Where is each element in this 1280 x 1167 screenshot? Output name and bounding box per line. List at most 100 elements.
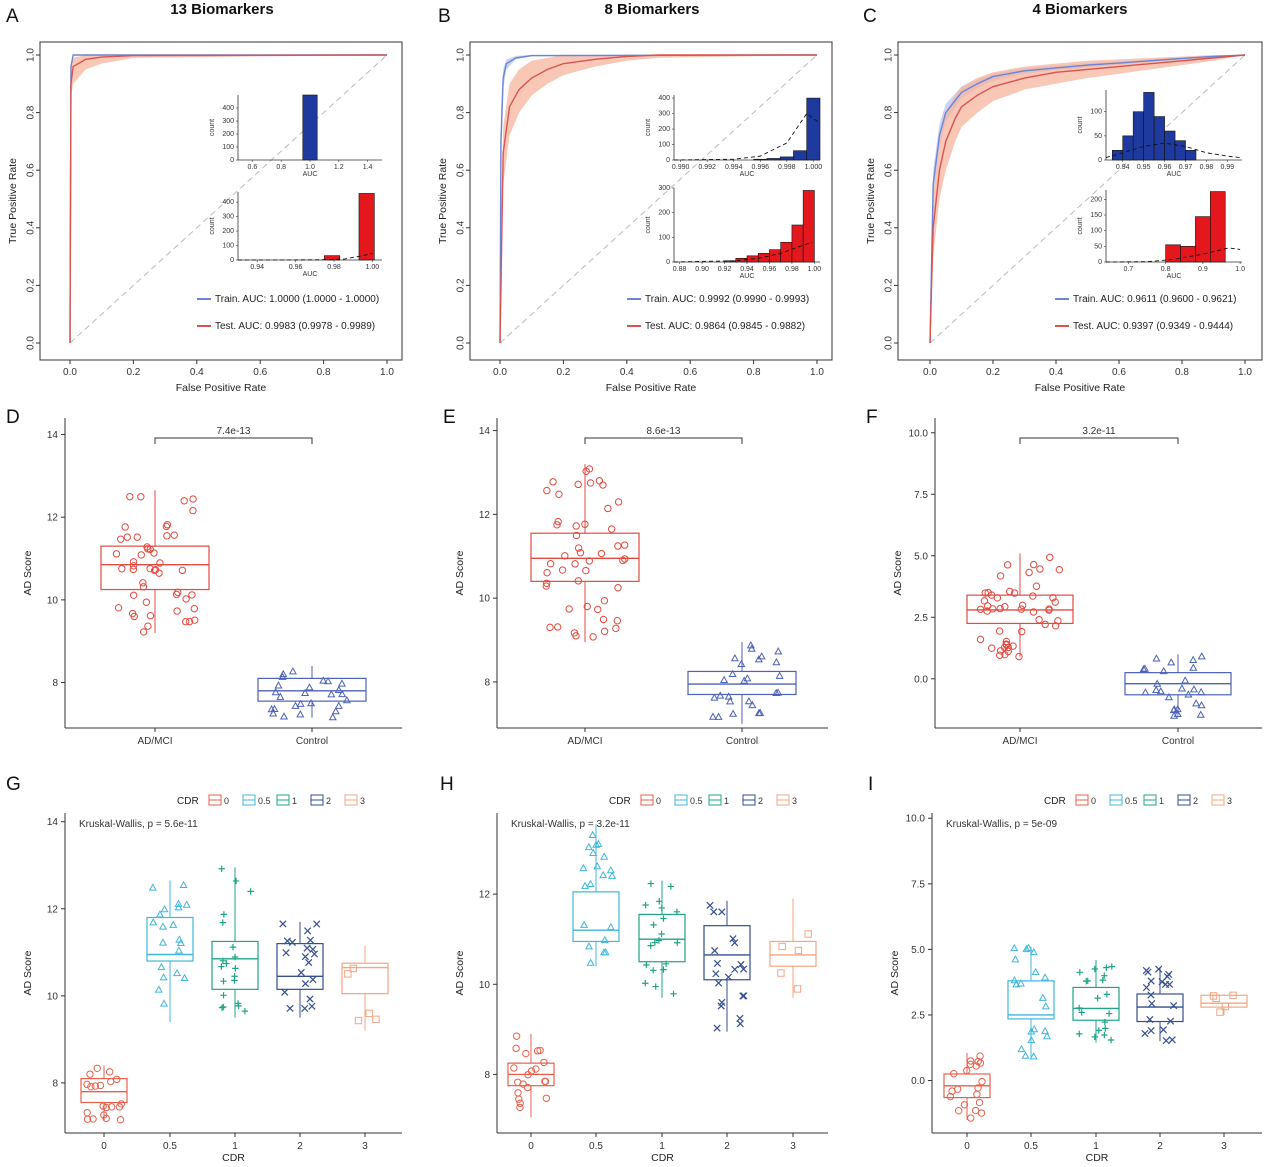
data-point — [1101, 972, 1108, 979]
panel-letter-a: A — [6, 6, 19, 27]
data-point — [993, 594, 1002, 602]
box-iqr — [1072, 986, 1120, 1021]
panel-letter-g: G — [6, 774, 21, 795]
hist-bar — [1153, 116, 1165, 161]
data-point — [714, 712, 723, 720]
data-point — [772, 657, 781, 666]
y-tick-label: 8 — [52, 678, 58, 689]
data-point — [247, 888, 254, 895]
y-tick-label: 0.4 — [26, 220, 37, 234]
data-point — [1017, 605, 1026, 613]
data-point — [99, 1102, 107, 1110]
data-point — [579, 863, 588, 872]
data-point — [1148, 999, 1156, 1008]
roc-panel-b: 8 Biomarkers 0.0 0.2 0.4 0.6 0.8 1.0 0.0 0.2 0.4 0… — [437, 1, 833, 394]
data-point — [1038, 993, 1047, 1001]
data-point — [154, 985, 163, 993]
data-point — [737, 960, 745, 969]
y-axis-label: True Positive Rate — [437, 158, 449, 244]
inset-y-tick-label: 200 — [1090, 196, 1102, 203]
data-point — [600, 627, 609, 636]
data-point — [338, 689, 347, 698]
x-axis-label: False Positive Rate — [1035, 382, 1126, 394]
y-tick-label: 1.0 — [456, 48, 467, 62]
y-tick-label: 8 — [52, 1078, 58, 1089]
data-point — [182, 595, 190, 603]
data-point — [117, 535, 125, 543]
data-point — [176, 938, 185, 946]
x-tick-label: 0 — [101, 1141, 107, 1152]
data-point — [189, 495, 197, 503]
x-tick-label: AD/MCI — [568, 736, 603, 747]
data-point — [667, 883, 675, 890]
data-point — [1152, 654, 1161, 662]
y-tick-label: 0.2 — [884, 278, 895, 292]
hist-bar — [358, 193, 375, 261]
inset-x-tick-label: 0.994 — [725, 164, 743, 171]
inset-x-tick-label: 1.00 — [366, 264, 380, 271]
data-point — [1153, 679, 1162, 687]
data-point — [972, 1062, 980, 1070]
data-point — [107, 1103, 116, 1111]
data-point — [673, 908, 681, 916]
data-point — [512, 1044, 520, 1053]
data-point — [267, 704, 276, 713]
y-tick-label: 0.8 — [26, 105, 37, 119]
legend-label: Train. AUC: 0.9992 (0.9990 - 0.9993) — [645, 294, 809, 305]
data-point — [581, 881, 590, 889]
data-point — [146, 612, 155, 620]
data-point — [146, 564, 154, 573]
data-point — [1221, 1002, 1230, 1011]
significance-bracket — [584, 437, 743, 444]
chance-diagonal — [499, 54, 818, 344]
data-point — [241, 1007, 249, 1015]
inset-x-label: AUC — [303, 171, 318, 178]
legend-label: 0 — [1091, 796, 1096, 806]
data-point — [96, 1081, 105, 1090]
data-point — [1139, 664, 1148, 673]
x-tick-label: 3 — [790, 1141, 796, 1152]
data-point — [736, 1014, 744, 1022]
data-point — [174, 899, 183, 907]
data-point — [650, 967, 657, 974]
y-tick-label: 5.0 — [914, 551, 928, 562]
data-point — [1095, 1027, 1102, 1034]
data-point — [778, 942, 786, 951]
legend-label: Train. AUC: 0.9611 (0.9600 - 0.9621) — [1073, 294, 1236, 305]
y-tick-label: 0.0 — [911, 1076, 925, 1087]
data-point — [1147, 1027, 1155, 1035]
data-point — [334, 685, 343, 693]
data-point — [963, 1066, 971, 1075]
legend-label: Train. AUC: 1.0000 (1.0000 - 1.0000) — [215, 294, 379, 305]
data-point — [1055, 565, 1064, 574]
data-point — [114, 604, 123, 612]
y-tick-label: 10 — [47, 595, 59, 606]
data-point — [553, 521, 561, 529]
data-point — [572, 531, 581, 540]
y-tick-label: 0.0 — [456, 336, 467, 350]
data-point — [283, 937, 292, 945]
data-point — [1025, 568, 1033, 577]
data-point — [1142, 983, 1151, 992]
data-point — [170, 531, 178, 539]
box-panel-e: 8 10 12 14 AD/MCI Control AD Score 8.6e-13 — [454, 418, 828, 747]
data-point — [219, 919, 227, 926]
inset-x-tick-label: 0.96 — [763, 266, 777, 273]
y-tick-label: 14 — [47, 817, 59, 828]
hist-bar — [766, 158, 781, 161]
inset-y-tick-label: 200 — [222, 131, 234, 138]
data-point — [291, 701, 300, 709]
inset-y-label: count — [1077, 217, 1084, 234]
data-point — [674, 939, 681, 946]
data-point — [731, 965, 739, 974]
data-point — [1103, 991, 1111, 998]
data-point — [1022, 944, 1031, 953]
significance-bracket — [1019, 437, 1179, 444]
legend-label: 2 — [326, 796, 331, 806]
data-point — [129, 591, 138, 599]
data-point — [83, 1108, 91, 1117]
data-point — [106, 1077, 115, 1086]
data-point — [146, 545, 154, 554]
legend-title: CDR — [609, 796, 631, 807]
chart-title: 13 Biomarkers — [170, 1, 273, 18]
